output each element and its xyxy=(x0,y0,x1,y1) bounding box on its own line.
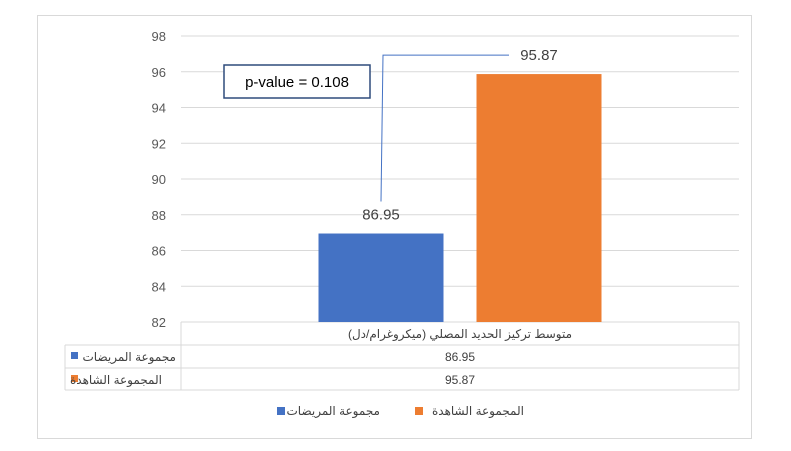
table-header: متوسط تركيز الحديد المصلي (ميكروغرام/دل) xyxy=(348,327,572,342)
y-tick-label: 86 xyxy=(152,244,166,259)
y-tick-label: 96 xyxy=(152,65,166,80)
y-tick-label: 90 xyxy=(152,172,166,187)
data-label-control: 95.87 xyxy=(520,47,558,64)
table-row-value-patients: 86.95 xyxy=(445,350,475,364)
data-label-patients: 86.95 xyxy=(362,207,400,224)
table-row-label-patients: مجموعة المريضات xyxy=(83,350,177,365)
table-row-value-control: 95.87 xyxy=(445,373,475,387)
y-tick-label: 84 xyxy=(152,279,166,294)
legend-label-control: المجموعة الشاهدة xyxy=(432,404,524,419)
bar-control xyxy=(476,74,602,322)
y-tick-label: 98 xyxy=(152,29,166,44)
legend-swatch-control xyxy=(415,407,423,415)
table-row-swatch-patients xyxy=(71,352,78,359)
p-value-box xyxy=(223,64,371,99)
y-tick-label: 82 xyxy=(152,315,166,330)
y-tick-label: 88 xyxy=(152,208,166,223)
p-value-leader-line xyxy=(380,54,509,202)
p-value-annotation: p-value = 0.108 xyxy=(245,74,349,91)
y-tick-label: 94 xyxy=(152,101,166,116)
legend-swatch-patients xyxy=(277,407,285,415)
table-row-label-control: المجموعة الشاهدة xyxy=(70,373,162,388)
table-row-swatch-control xyxy=(71,375,78,382)
bar-patients xyxy=(318,233,444,322)
legend-label-patients: مجموعة المريضات xyxy=(287,404,381,419)
y-tick-label: 92 xyxy=(152,136,166,151)
